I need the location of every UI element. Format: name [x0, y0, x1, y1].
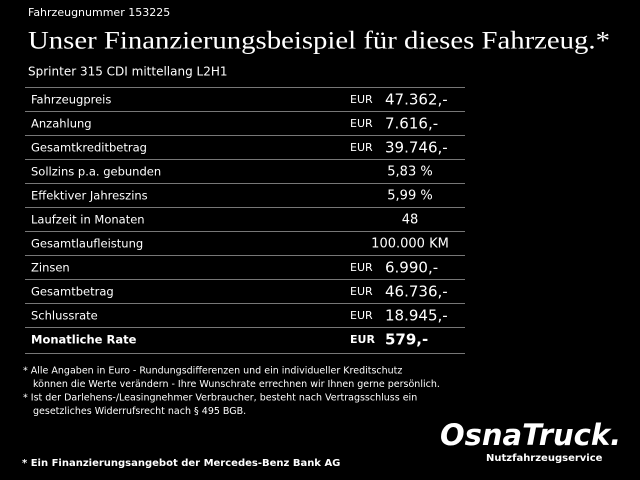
- row-currency: EUR: [350, 309, 373, 322]
- footer: * Ein Finanzierungsangebot der Mercedes-…: [22, 458, 340, 469]
- footnote: können die Werte verändern - Ihre Wunsch…: [33, 379, 440, 390]
- row-currency: EUR: [350, 117, 373, 130]
- row-label: Effektiver Jahreszins: [31, 189, 148, 203]
- row-currency: EUR: [350, 333, 375, 346]
- row-value: 7.616,-: [385, 115, 438, 133]
- row-label: Schlussrate: [31, 309, 98, 323]
- row-label: Gesamtlaufleistung: [31, 237, 143, 251]
- row-value: 48: [402, 213, 419, 228]
- logo-tagline: Nutzfahrzeugservice: [486, 453, 603, 464]
- row-label: Laufzeit in Monaten: [31, 213, 145, 227]
- row-value: 100.000 KM: [371, 237, 449, 252]
- footnote: * Ist der Darlehens-/Leasingnehmer Verbr…: [23, 393, 417, 404]
- row-label: Monatliche Rate: [31, 333, 137, 347]
- finance-table: Fahrzeugpreis EUR 47.362,- Anzahlung EUR 7.61…: [25, 87, 465, 354]
- footnote: gesetzliches Widerrufsrecht nach § 495 B…: [33, 406, 246, 417]
- row-currency: EUR: [350, 285, 373, 298]
- row-value: 39.746,-: [385, 139, 448, 157]
- row-label: Gesamtkreditbetrag: [31, 141, 147, 155]
- row-value: 46.736,-: [385, 283, 448, 301]
- footnote: * Alle Angaben in Euro - Rundungsdiffere…: [23, 366, 402, 377]
- row-currency: EUR: [350, 93, 373, 106]
- row-value: 5,83 %: [387, 165, 432, 180]
- row-currency: EUR: [350, 141, 373, 154]
- title: Unser Finanzierungsbeispiel für dieses F…: [28, 28, 610, 55]
- logo-name: OsnaTruck.: [440, 418, 621, 452]
- row-value: 5,99 %: [387, 189, 432, 204]
- model: Sprinter 315 CDI mittellang L2H1: [28, 65, 228, 79]
- footnotes: * Alle Angaben in Euro - Rundungsdiffere…: [23, 366, 440, 418]
- row-label: Zinsen: [31, 261, 70, 275]
- row-label: Anzahlung: [31, 117, 92, 131]
- row-label: Fahrzeugpreis: [31, 93, 111, 107]
- row-currency: EUR: [350, 261, 373, 274]
- row-value: 47.362,-: [385, 91, 448, 109]
- row-label: Gesamtbetrag: [31, 285, 114, 299]
- row-value: 579,-: [385, 331, 428, 349]
- row-value: 6.990,-: [385, 259, 438, 277]
- vehicle-number: Fahrzeugnummer 153225: [28, 6, 170, 19]
- row-label: Sollzins p.a. gebunden: [31, 165, 161, 179]
- row-value: 18.945,-: [385, 307, 448, 325]
